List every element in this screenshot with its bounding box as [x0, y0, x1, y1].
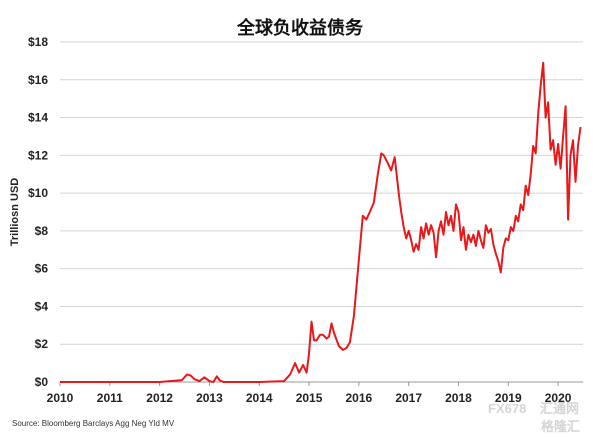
x-tick-label: 2015	[296, 391, 323, 405]
y-tick-label: $14	[28, 111, 48, 125]
x-tick-label: 2012	[146, 391, 173, 405]
x-tick-label: 2010	[47, 391, 74, 405]
x-tick-label: 2013	[196, 391, 223, 405]
x-tick-label: 2017	[395, 391, 422, 405]
y-tick-label: $10	[28, 186, 48, 200]
x-tick-label: 2018	[445, 391, 472, 405]
chart-title: 全球负收益债务	[236, 17, 364, 39]
x-tick-label: 2014	[246, 391, 273, 405]
grid-lines	[60, 41, 583, 383]
y-tick-label: $8	[35, 224, 49, 238]
y-tick-label: $18	[28, 35, 48, 49]
watermark-brand: FX678	[488, 401, 526, 416]
y-tick-label: $2	[35, 337, 49, 351]
series-line	[60, 61, 582, 383]
x-tick-label: 2019	[495, 391, 522, 405]
y-axis-title: Trilliosn USD	[9, 178, 21, 247]
source-note: Source: Bloomberg Barclays Agg Neg Yld M…	[12, 419, 175, 428]
x-tick-label: 2011	[97, 391, 123, 405]
y-tick-label: $6	[35, 262, 49, 276]
x-tick-label: 2020	[545, 391, 572, 405]
y-tick-label: $0	[35, 375, 49, 389]
y-tick-label: $4	[35, 299, 49, 313]
y-tick-label: $16	[28, 73, 48, 87]
watermark-site: 汇通网	[540, 401, 579, 416]
watermark-brand-2: 格隆汇	[541, 419, 580, 434]
y-tick-label: $12	[28, 148, 48, 162]
x-tick-label: 2016	[346, 391, 373, 405]
y-axis: $0 $2 $4 $6 $8 $10 $12 $14 $16 $18	[28, 35, 48, 389]
